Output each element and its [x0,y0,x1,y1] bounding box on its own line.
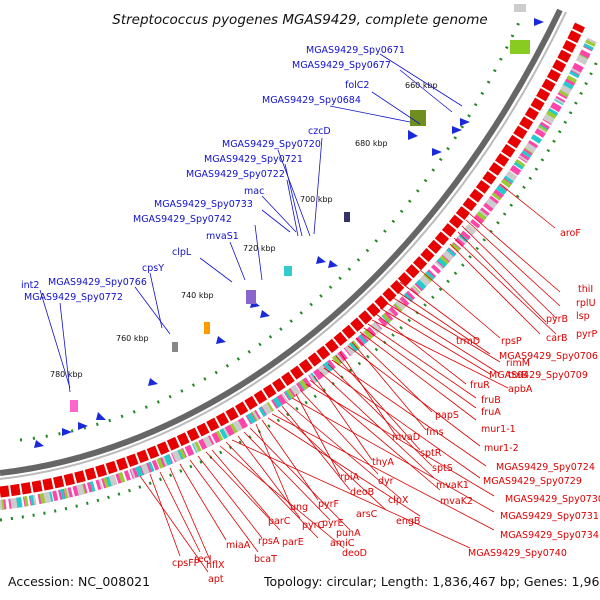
label-pare: parE [282,537,304,548]
label-deob: deoB [350,487,374,498]
label-apt: apt [208,574,224,585]
label-rplu: rplU [576,298,596,309]
tick-700: 700 kbp [300,195,333,204]
label-paps: papS [435,410,459,421]
tick-740: 740 kbp [181,291,214,300]
label-spy0729: MGAS9429_Spy0729 [483,476,582,487]
label-bcat: bcaT [254,554,277,565]
label-clpx: clpX [388,495,409,506]
label-rpia: rpiA [340,472,360,483]
label-amic: amiC [330,538,355,549]
label-spy0734: MGAS9429_Spy0734 [500,530,599,541]
forward-feature-blocks [70,4,530,412]
label-mvad: mvaD [392,432,420,443]
label-pyrb: pyrB [546,314,568,325]
blue-leader-lines [39,53,463,393]
genome-summary-text: Topology: circular; Length: 1,836,467 bp… [263,574,600,589]
label-frua: fruA [481,407,501,418]
label-spy0709: MGAS9429_Spy0709 [489,370,588,381]
label-spy0721: MGAS9429_Spy0721 [204,154,303,165]
blue-gene-labels: MGAS9429_Spy0671 MGAS9429_Spy0677 folC2 … [21,45,405,303]
label-frur: fruR [470,380,490,391]
label-sptr: sptR [420,448,442,459]
label-recj: recJ [194,554,212,565]
tick-680: 680 kbp [355,139,388,148]
label-spy0724: MGAS9429_Spy0724 [496,462,595,473]
gc-dots-outer [19,19,522,442]
label-mac: mac [244,186,264,197]
label-spy0706: MGAS9429_Spy0706 [499,351,598,362]
tick-660: 660 kbp [405,81,438,90]
label-spy0742: MGAS9429_Spy0742 [133,214,232,225]
label-ung: ung [290,502,308,513]
tick-720: 720 kbp [243,244,276,253]
red-gene-labels: aroF thiI rplU lsp pyrB pyrP carB rpsP t… [172,228,600,585]
label-mvak1: mvaK1 [436,480,469,491]
label-spy0671: MGAS9429_Spy0671 [306,45,405,56]
label-spy0730: MGAS9429_Spy0730 [505,494,600,505]
label-deod: deoD [342,548,367,559]
tick-780: 780 kbp [50,370,83,379]
tick-760: 760 kbp [116,334,149,343]
label-frub: fruB [481,395,501,406]
label-fms: fms [426,427,444,438]
label-spts: sptS [432,463,453,474]
label-arsc: arsC [356,509,378,520]
label-dyr: dyr [378,476,394,487]
label-miaa: miaA [226,540,251,551]
accession-text: Accession: NC_008021 [8,574,150,589]
label-pyrc: pyrC [302,520,325,531]
label-rpsa: rpsA [258,536,280,547]
label-parc: parC [268,516,291,527]
backbone-arc [0,8,563,476]
label-spy0772: MGAS9429_Spy0772 [24,292,123,303]
cog-category-band [0,37,597,510]
label-spy0731: MGAS9429_Spy0731 [500,511,599,522]
label-mur1-1: mur1-1 [481,424,516,435]
label-int2: int2 [21,280,39,291]
label-spy0722: MGAS9429_Spy0722 [186,169,285,180]
label-thii: thiI [578,284,593,295]
label-rpsp: rpsP [501,336,522,347]
label-folc2: folC2 [345,80,369,91]
label-pyrp: pyrP [576,329,598,340]
label-spy0684: MGAS9429_Spy0684 [262,95,361,106]
label-spy0720: MGAS9429_Spy0720 [222,139,321,150]
gc-dots-inner [0,54,600,522]
label-spy0733: MGAS9429_Spy0733 [154,199,253,210]
red-leader-lines [139,183,561,573]
label-mvas1: mvaS1 [206,231,239,242]
label-hflx: hflX [206,560,225,571]
label-thya: thyA [372,457,394,468]
label-arof: aroF [560,228,581,239]
reverse-strand-band [0,22,585,498]
label-trmd: trmD [456,336,480,347]
label-clpl: clpL [172,247,192,258]
label-pyre: pyrE [322,518,344,529]
label-spy0677: MGAS9429_Spy0677 [292,60,391,71]
backbone-shadow [0,11,567,480]
label-lsp: lsp [576,311,590,322]
label-mvak2: mvaK2 [440,496,473,507]
map-title: Streptococcus pyogenes MGAS9429, complet… [112,12,487,28]
label-mur1-2: mur1-2 [484,443,519,454]
label-carb: carB [546,333,567,344]
label-spy0766: MGAS9429_Spy0766 [48,277,147,288]
label-puna: punA [336,528,361,539]
label-trxb: trxB [508,370,528,381]
kbp-ticks: 660 kbp 680 kbp 700 kbp 720 kbp 740 kbp … [50,81,438,379]
label-czcd: czcD [308,126,331,137]
label-spy0740: MGAS9429_Spy0740 [468,548,567,559]
label-rimm: rimM [506,358,530,369]
label-cpsfp: cpsFP [172,558,200,569]
label-apba: apbA [508,384,533,395]
label-engb: engB [396,516,420,527]
label-pyrf: pyrF [318,499,339,510]
label-cpsy: cpsY [142,263,164,274]
